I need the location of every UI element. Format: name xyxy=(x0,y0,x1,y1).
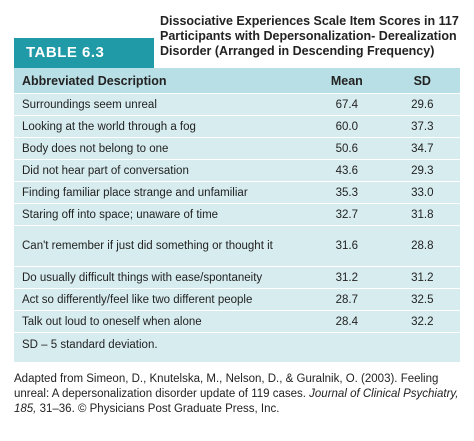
row-mean: 31.2 xyxy=(309,266,385,289)
row-description: Did not hear part of conversation xyxy=(14,159,310,182)
table-row: Staring off into space; unaware of time … xyxy=(14,203,460,226)
row-description: Surroundings seem unreal xyxy=(14,93,310,116)
column-header-sd: SD xyxy=(413,73,431,88)
row-sd: 32.2 xyxy=(384,310,460,333)
table-row: Looking at the world through a fog 60.0 … xyxy=(14,115,460,138)
row-mean: 35.3 xyxy=(309,181,385,204)
table-row: Finding familiar place strange and unfam… xyxy=(14,181,460,204)
row-description: Staring off into space; unaware of time xyxy=(14,203,310,226)
column-header-description: Abbreviated Description xyxy=(22,73,167,88)
row-description: Body does not belong to one xyxy=(14,137,310,160)
row-sd: 31.8 xyxy=(384,203,460,226)
row-mean: 60.0 xyxy=(309,115,385,138)
table-footnote-row: SD – 5 standard deviation. xyxy=(14,332,460,357)
row-sd: 29.3 xyxy=(384,159,460,182)
table-row: Body does not belong to one 50.6 34.7 xyxy=(14,137,460,160)
source-suffix: 31–36. © Physicians Post Graduate Press,… xyxy=(36,403,280,415)
table-row: Surroundings seem unreal 67.4 29.6 xyxy=(14,93,460,116)
row-description: Can't remember if just did something or … xyxy=(14,225,310,267)
table-row: Talk out loud to oneself when alone 28.4… xyxy=(14,310,460,333)
row-mean: 43.6 xyxy=(309,159,385,182)
data-table-panel: Abbreviated Description Mean SD Surround… xyxy=(14,68,460,362)
row-description: Looking at the world through a fog xyxy=(14,115,310,138)
row-description: Act so differently/feel like two differe… xyxy=(14,288,310,311)
row-mean: 28.7 xyxy=(309,288,385,311)
source-citation: Adapted from Simeon, D., Knutelska, M., … xyxy=(14,372,460,417)
row-description: Finding familiar place strange and unfam… xyxy=(14,181,310,204)
source-prefix: Adapted from Simeon, D., Knutelska, M., … xyxy=(14,373,439,400)
row-sd: 28.8 xyxy=(384,225,460,267)
row-mean: 67.4 xyxy=(309,93,385,116)
row-mean: 32.7 xyxy=(309,203,385,226)
source-journal: Journal of Clinical Psychiatry, 185, xyxy=(14,388,459,415)
row-sd: 29.6 xyxy=(384,93,460,116)
table-footnote: SD – 5 standard deviation. xyxy=(14,332,460,357)
row-mean: 28.4 xyxy=(309,310,385,333)
row-sd: 32.5 xyxy=(384,288,460,311)
table-row: Act so differently/feel like two differe… xyxy=(14,288,460,311)
row-sd: 31.2 xyxy=(384,266,460,289)
table-label: TABLE 6.3 xyxy=(14,38,154,68)
row-description: Do usually difficult things with ease/sp… xyxy=(14,266,310,289)
table-row: Can't remember if just did something or … xyxy=(14,225,460,267)
row-mean: 31.6 xyxy=(309,225,385,267)
data-table: Abbreviated Description Mean SD Surround… xyxy=(14,68,460,357)
row-mean: 50.6 xyxy=(309,137,385,160)
column-header-mean: Mean xyxy=(330,73,363,88)
table-row: Did not hear part of conversation 43.6 2… xyxy=(14,159,460,182)
row-sd: 34.7 xyxy=(384,137,460,160)
row-sd: 37.3 xyxy=(384,115,460,138)
table-row: Do usually difficult things with ease/sp… xyxy=(14,266,460,289)
row-description: Talk out loud to oneself when alone xyxy=(14,310,310,333)
table-header-row: Abbreviated Description Mean SD xyxy=(14,68,460,94)
row-sd: 33.0 xyxy=(384,181,460,204)
table-title: Dissociative Experiences Scale Item Scor… xyxy=(160,14,459,58)
